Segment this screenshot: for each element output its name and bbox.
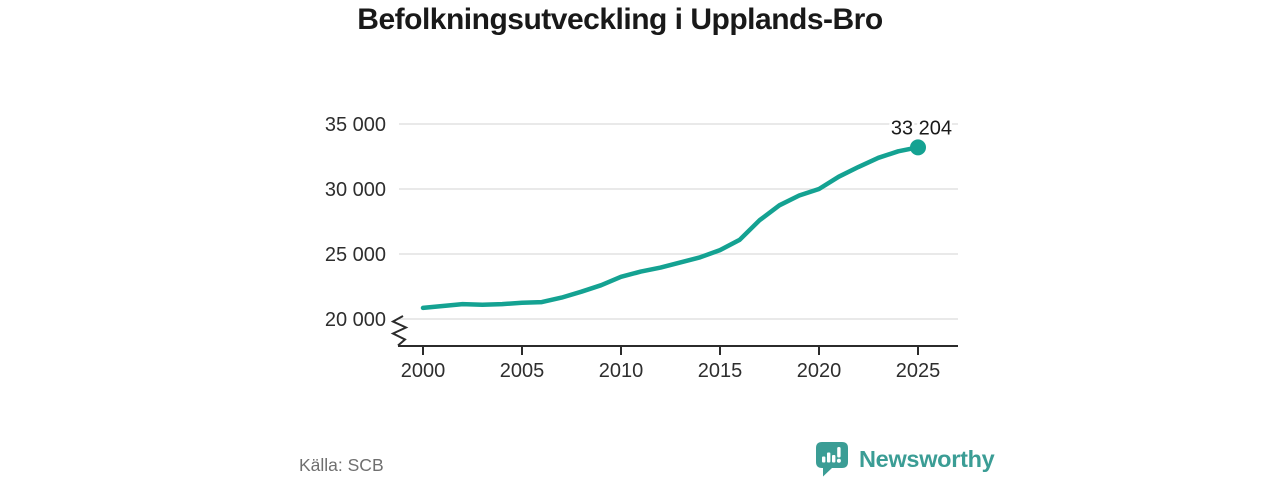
population-line [420, 145, 921, 311]
x-tick-label: 2025 [896, 360, 941, 382]
x-tick-label: 2015 [698, 360, 743, 382]
bar-small [822, 456, 826, 463]
x-tick-label: 2005 [500, 360, 545, 382]
brand-name: Newsworthy [859, 446, 995, 472]
chart-title: Befolkningsutveckling i Upplands-Bro [357, 3, 883, 36]
source-note: Källa: SCB [299, 455, 384, 475]
x-tick-label: 2000 [401, 360, 446, 382]
bar-tall [827, 452, 831, 463]
x-tick-label: 2010 [599, 360, 644, 382]
exclamation-dot [836, 458, 841, 463]
newsworthy-bubble-chart-icon [815, 442, 849, 477]
newsworthy-logo: Newsworthy [815, 442, 995, 477]
y-tick-label: 25 000 [325, 244, 386, 266]
x-tick-label: 2020 [797, 360, 842, 382]
y-tick-label: 30 000 [325, 179, 386, 201]
y-tick-label: 20 000 [325, 309, 386, 331]
y-tick-label: 35 000 [325, 114, 386, 136]
latest-point-dot [910, 139, 926, 156]
bar-medium [832, 455, 836, 463]
latest-value-label: 33 204 [891, 117, 952, 139]
exclamation-stroke [837, 447, 841, 458]
axis-break-icon [390, 315, 409, 347]
